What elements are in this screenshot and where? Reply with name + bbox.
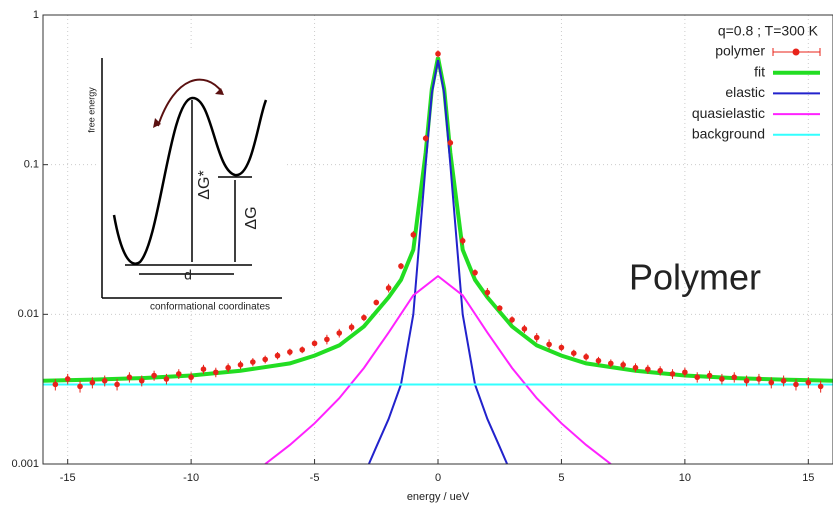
data-point bbox=[64, 376, 71, 382]
data-point bbox=[620, 362, 626, 368]
data-point bbox=[756, 376, 762, 382]
data-point bbox=[287, 349, 293, 355]
inset-y-label: free energy bbox=[86, 87, 96, 133]
data-point bbox=[817, 383, 824, 390]
data-point bbox=[583, 354, 589, 360]
data-point bbox=[570, 350, 577, 356]
data-point bbox=[200, 366, 207, 372]
data-point bbox=[595, 357, 602, 364]
data-point bbox=[188, 374, 194, 381]
data-point bbox=[89, 379, 96, 386]
data-point bbox=[435, 51, 441, 57]
data-point bbox=[163, 376, 170, 382]
series-line bbox=[264, 274, 612, 464]
data-point bbox=[447, 139, 454, 146]
data-point bbox=[780, 377, 787, 384]
y-tick-label: 0.1 bbox=[24, 159, 39, 171]
barrier-label: ΔG* bbox=[196, 170, 213, 199]
distance-label: d bbox=[184, 267, 192, 283]
data-point bbox=[657, 367, 663, 374]
data-point bbox=[706, 372, 713, 379]
legend-label: fit bbox=[754, 63, 765, 79]
data-point bbox=[509, 316, 515, 323]
data-point bbox=[521, 326, 528, 332]
data-point bbox=[731, 374, 738, 381]
data-point bbox=[274, 352, 281, 359]
data-point bbox=[262, 356, 268, 363]
annotation: Polymer bbox=[629, 257, 761, 298]
inset: free energy ΔG* ΔG d conformational coor… bbox=[86, 48, 286, 313]
data-point bbox=[126, 374, 133, 381]
x-tick-label: 10 bbox=[679, 472, 691, 484]
data-point bbox=[632, 364, 639, 371]
x-axis-label: energy / ueV bbox=[407, 491, 470, 503]
legend-title: q=0.8 ; T=300 K bbox=[718, 23, 819, 39]
inset-x-label: conformational coordinates bbox=[150, 302, 270, 313]
legend-label: elastic bbox=[725, 84, 765, 100]
data-point bbox=[52, 381, 59, 388]
hop-arrow bbox=[157, 78, 223, 127]
data-point bbox=[373, 299, 380, 306]
data-point bbox=[299, 346, 306, 353]
data-point bbox=[410, 231, 417, 238]
data-point bbox=[175, 371, 182, 377]
data-point bbox=[459, 237, 466, 244]
data-point bbox=[348, 324, 355, 331]
legend-swatch bbox=[792, 48, 800, 56]
data-point bbox=[398, 263, 404, 269]
legend-label: background bbox=[692, 126, 765, 142]
data-point bbox=[694, 374, 701, 381]
data-point bbox=[311, 340, 318, 347]
data-point bbox=[793, 381, 799, 388]
data-point bbox=[533, 334, 540, 341]
data-point bbox=[719, 376, 725, 382]
data-point bbox=[237, 362, 244, 368]
data-point bbox=[114, 381, 120, 388]
data-point bbox=[743, 377, 750, 384]
data-point bbox=[768, 379, 775, 386]
plot-area bbox=[43, 50, 833, 464]
data-point bbox=[361, 314, 367, 321]
data-point bbox=[151, 372, 157, 379]
data-point bbox=[385, 285, 392, 291]
data-point bbox=[496, 305, 503, 311]
arrow-heads bbox=[153, 88, 224, 128]
delta-label: ΔG bbox=[243, 206, 260, 229]
x-tick-label: -15 bbox=[60, 472, 76, 484]
data-point bbox=[101, 377, 108, 384]
y-tick-label: 0.01 bbox=[18, 308, 39, 320]
legend-label: quasielastic bbox=[692, 105, 765, 121]
x-tick-label: -5 bbox=[310, 472, 320, 484]
legend: q=0.8 ; T=300 K polymer fit elastic quasiel… bbox=[692, 23, 821, 142]
data-point bbox=[250, 359, 256, 365]
data-point bbox=[225, 364, 231, 371]
data-point bbox=[472, 269, 478, 276]
y-tick-label: 0.001 bbox=[11, 458, 39, 470]
x-tick-label: 5 bbox=[558, 472, 564, 484]
data-point bbox=[138, 377, 145, 384]
data-point bbox=[213, 369, 219, 376]
data-point bbox=[77, 383, 83, 390]
data-point bbox=[336, 330, 343, 336]
data-point bbox=[324, 336, 330, 343]
data-point bbox=[805, 379, 812, 386]
x-tick-label: 0 bbox=[435, 472, 441, 484]
energy-curve bbox=[112, 96, 268, 265]
x-tick-label: 15 bbox=[802, 472, 814, 484]
x-tick-label: -10 bbox=[183, 472, 199, 484]
data-point bbox=[682, 369, 688, 376]
data-point bbox=[558, 344, 565, 351]
y-tick-label: 1 bbox=[33, 9, 39, 21]
data-point bbox=[608, 360, 614, 367]
data-point bbox=[645, 366, 651, 372]
inset-background bbox=[96, 48, 286, 306]
legend-label: polymer bbox=[715, 43, 765, 59]
data-point bbox=[546, 341, 552, 348]
data-point bbox=[484, 289, 491, 296]
data-point bbox=[422, 135, 429, 142]
series-line bbox=[367, 59, 509, 464]
data-point bbox=[669, 371, 676, 377]
